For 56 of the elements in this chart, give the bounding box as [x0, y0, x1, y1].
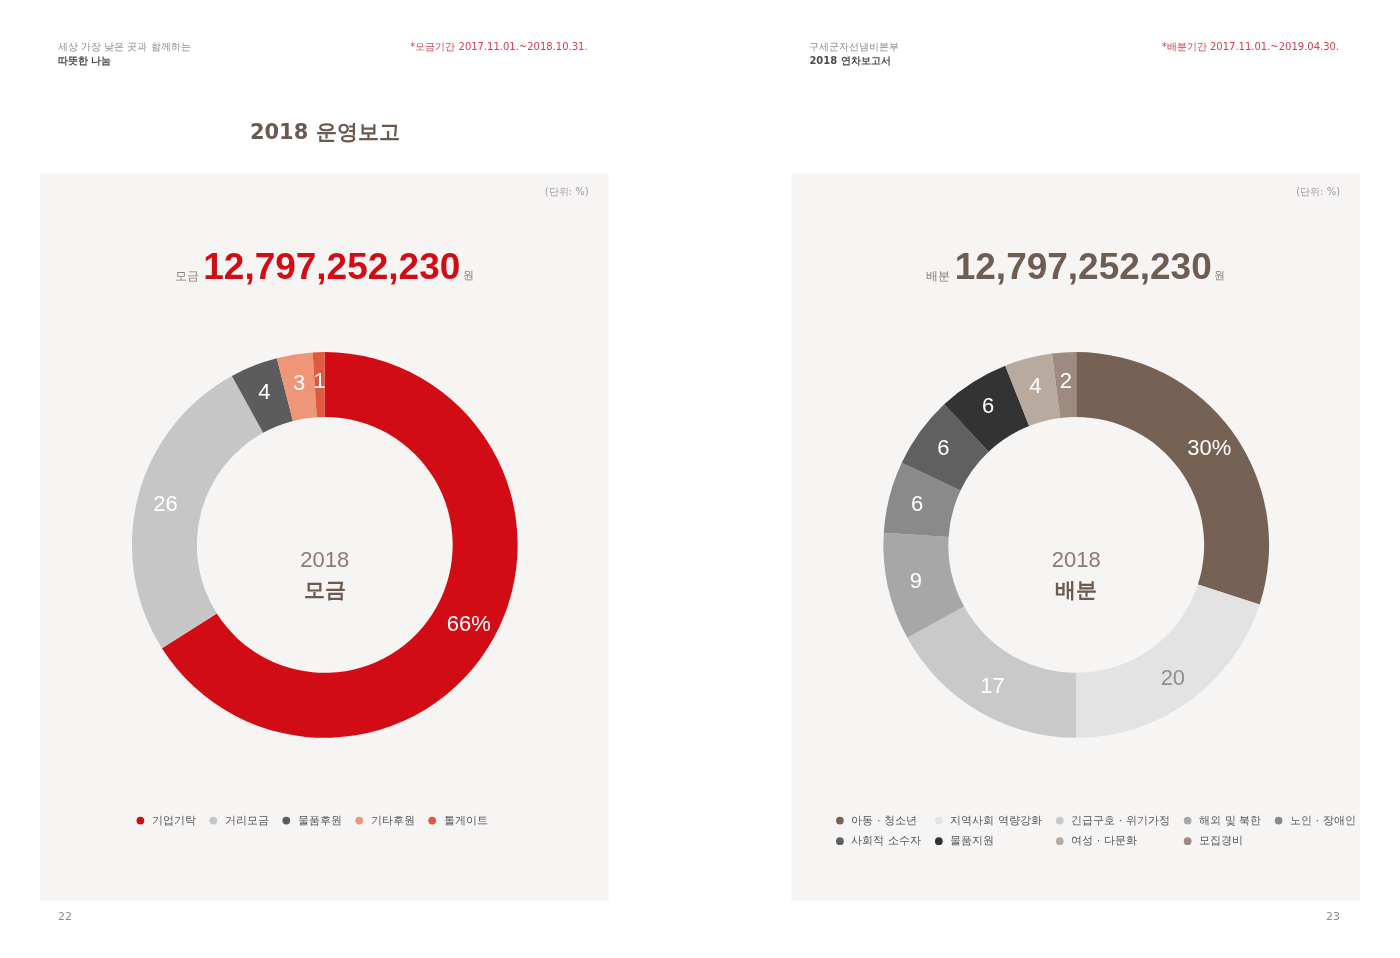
text: 구세군자선냄비본부: [809, 41, 900, 53]
chart-title: 2018 운영보고: [249, 120, 400, 145]
data-label: 4: [258, 379, 271, 405]
text: 세상 가장 낮은 곳과 함께하는: [57, 41, 191, 53]
text: 배분: [926, 269, 951, 284]
text: 23: [1326, 909, 1341, 923]
legend-label: 기타후원: [370, 813, 415, 827]
text: (단위: %): [544, 186, 589, 198]
legend-label: 아동 · 청소년: [851, 813, 917, 827]
text: (단위: %): [1296, 186, 1341, 198]
text: *배분기간 2017.11.01.~2019.04.30.: [1161, 41, 1340, 53]
data-label: 20: [1160, 664, 1186, 690]
data-label: 6: [937, 435, 950, 461]
text: 원: [1214, 269, 1226, 283]
data-label: 6: [910, 491, 924, 517]
legend-label: 물품지원: [950, 834, 995, 848]
legend-label: 지역사회 역량강화: [950, 813, 1042, 827]
data-label: 4: [1029, 372, 1042, 398]
data-label: 26: [153, 491, 178, 517]
donut-slice: [907, 606, 1077, 738]
data-label: 1: [313, 367, 326, 393]
legend-label: 긴급구호 · 위기가정: [1071, 813, 1170, 827]
donut-slice: [231, 358, 293, 433]
text: 12,797,252,230: [203, 246, 461, 288]
text: 2018: [300, 546, 350, 572]
donut-slice: [883, 532, 965, 638]
text: 2018: [1051, 546, 1101, 572]
legend-label: 사회적 소수자: [851, 834, 921, 848]
legend-label: 해외 및 북한: [1199, 813, 1262, 827]
legend-label: 물품후원: [297, 813, 342, 827]
data-label: 6: [982, 393, 995, 419]
text: 모금: [174, 269, 199, 284]
data-label: 9: [909, 567, 922, 593]
text: 12,797,252,230: [954, 246, 1212, 288]
text: 2018 연차보고서: [809, 55, 891, 67]
legend-label: 노인 · 장애인: [1290, 813, 1356, 827]
legend-label: 모집경비: [1199, 834, 1244, 848]
donut-slice: [312, 352, 325, 418]
data-label: 3: [292, 369, 306, 395]
text: 원: [462, 269, 474, 283]
data-label: 2: [1059, 367, 1073, 393]
text: 모금: [303, 577, 346, 602]
legend-label: 기업기탁: [151, 813, 196, 827]
text: 따뜻한 나눔: [57, 55, 112, 67]
legend-label: 거리모금: [224, 813, 269, 827]
data-label: 30%: [1187, 435, 1232, 461]
donut-slice: [883, 462, 961, 537]
text: *모금기간 2017.11.01.~2018.10.31.: [410, 41, 588, 53]
data-label: 66%: [446, 611, 491, 637]
donut-slice: [276, 352, 317, 422]
donut-slice: [1005, 353, 1061, 427]
legend-label: 여성 · 다문화: [1071, 834, 1137, 848]
text: 배분: [1055, 577, 1098, 602]
text: 22: [57, 909, 72, 923]
legend-label: 톨게이트: [443, 813, 488, 827]
donut-slice: [1052, 352, 1077, 419]
